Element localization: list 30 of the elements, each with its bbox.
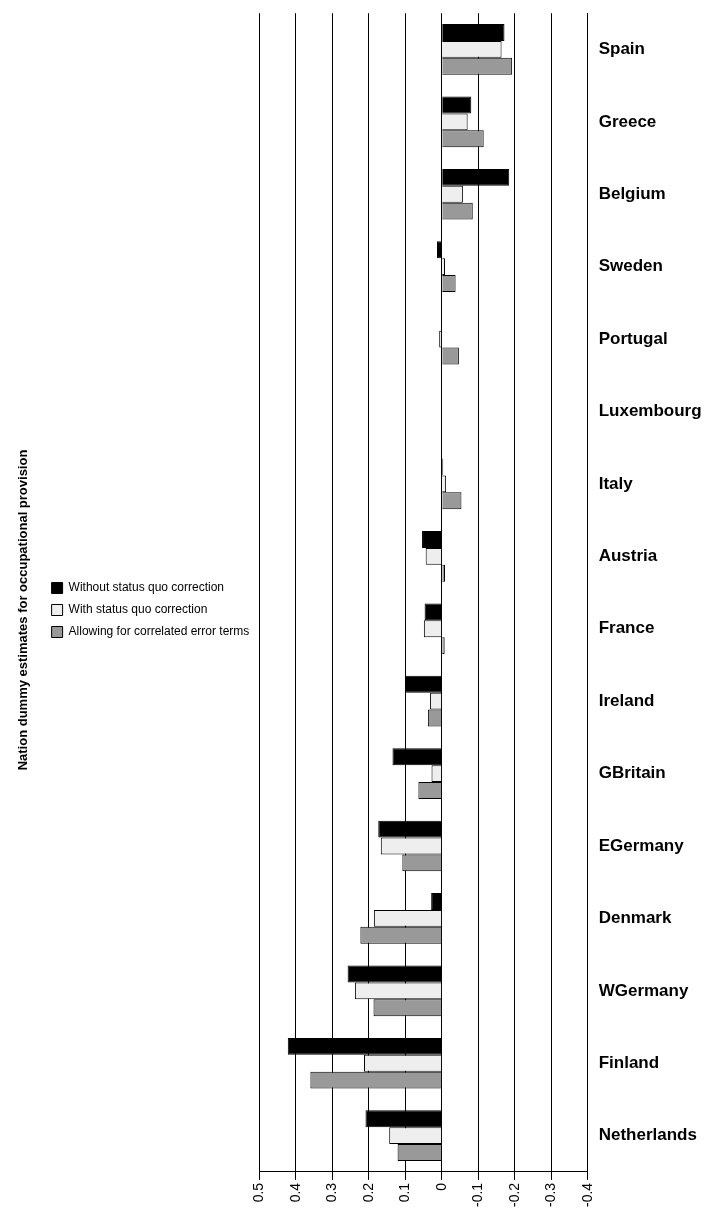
y-tick-label: GBritain [598, 763, 666, 783]
y-tick-label: EGermany [598, 835, 685, 855]
y-tick-label: WGermany [598, 980, 689, 1000]
y-tick-label: Belgium [598, 183, 666, 203]
x-tick-label: 0 [432, 1182, 449, 1191]
y-tick-label: Ireland [598, 690, 655, 710]
x-tick-label: 0.1 [396, 1182, 413, 1203]
y-tick-label: Netherlands [598, 1125, 697, 1145]
x-tick-label: -0.3 [542, 1182, 559, 1207]
y-tick-label: Italy [598, 473, 634, 493]
x-tick-label: 0.5 [250, 1182, 267, 1203]
y-tick-label: Spain [598, 39, 645, 59]
y-tick-label: Austria [598, 546, 658, 566]
y-tick-label: Luxembourg [598, 401, 702, 421]
x-tick-label: 0.2 [359, 1182, 376, 1203]
y-tick-label: France [598, 618, 655, 638]
y-tick-label: Finland [598, 1052, 660, 1072]
legend-label: Allowing for correlated error terms [68, 624, 250, 639]
x-tick-label: -0.2 [505, 1182, 522, 1207]
x-tick-label: -0.4 [578, 1182, 595, 1207]
y-tick-label: Portugal [598, 328, 668, 348]
x-tick-label: 0.3 [323, 1182, 340, 1203]
x-tick-label: -0.1 [469, 1182, 486, 1207]
legend-label: Without status quo correction [68, 580, 225, 595]
y-tick-label: Denmark [598, 908, 672, 928]
y-tick-label: Sweden [598, 256, 663, 276]
legend-label: With status quo correction [68, 602, 208, 617]
x-tick-label: 0.4 [286, 1182, 303, 1203]
y-tick-label: Greece [598, 111, 657, 131]
text: Nation dummy estimates for occupational provision [15, 449, 31, 771]
